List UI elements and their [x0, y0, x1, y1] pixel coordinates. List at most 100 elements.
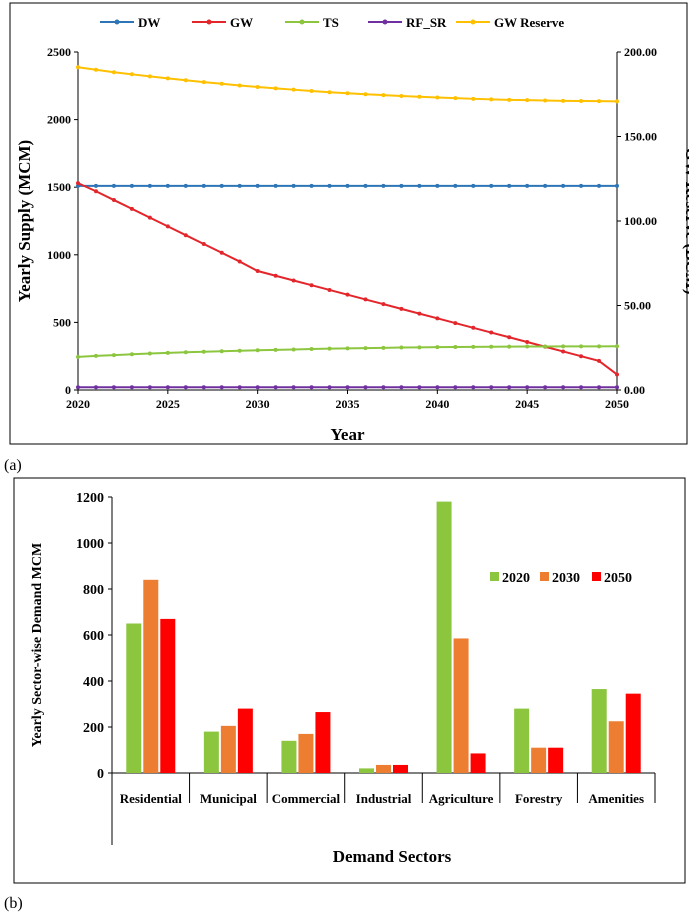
- data-point: [579, 354, 584, 359]
- data-point: [93, 183, 98, 188]
- data-point: [489, 330, 494, 335]
- bar-amenities-2030: [608, 721, 624, 773]
- data-point: [111, 198, 116, 203]
- data-point: [453, 183, 458, 188]
- data-point: [327, 183, 332, 188]
- data-point: [111, 353, 116, 358]
- bar-residential-2030: [143, 579, 159, 773]
- category-label: Agriculture: [429, 791, 494, 806]
- data-point: [597, 99, 602, 104]
- y2-tick-label: 150.00: [624, 130, 657, 144]
- bar-residential-2020: [126, 623, 142, 773]
- x-axis-title: Demand Sectors: [333, 847, 452, 866]
- category-label: Municipal: [200, 791, 257, 806]
- data-point: [201, 349, 206, 354]
- data-point: [345, 292, 350, 297]
- data-point: [345, 385, 350, 390]
- legend-marker: [470, 19, 476, 25]
- data-point: [399, 306, 404, 311]
- y-tick-label: 0: [65, 383, 71, 397]
- data-point: [183, 233, 188, 238]
- bar-commercial-2020: [281, 740, 297, 773]
- legend-marker: [382, 19, 388, 25]
- data-point: [597, 385, 602, 390]
- data-point: [399, 345, 404, 350]
- chart-a: 0 500 1000 1500 2000 2500 0.00 50.00 100.00 150.0…: [15, 15, 689, 444]
- data-point: [507, 344, 512, 349]
- x-tick-label: 2020: [66, 397, 90, 411]
- data-point: [255, 385, 260, 390]
- legend-label: GW: [230, 15, 253, 30]
- data-point: [561, 385, 566, 390]
- bar-industrial-2050: [393, 764, 408, 773]
- data-point: [201, 385, 206, 390]
- y-tick-label: 1000: [47, 248, 71, 262]
- legend-label: DW: [138, 15, 160, 30]
- data-point: [237, 183, 242, 188]
- data-point: [363, 385, 368, 390]
- y-tick-label: 0: [97, 767, 104, 782]
- data-point: [219, 250, 224, 255]
- legend-label: TS: [323, 15, 339, 30]
- data-point: [76, 65, 80, 70]
- data-point: [381, 93, 386, 98]
- data-point: [615, 372, 619, 377]
- data-point: [471, 344, 476, 349]
- y-tick-label: 600: [83, 629, 104, 644]
- data-point: [543, 385, 548, 390]
- bar-municipal-2020: [203, 731, 219, 773]
- data-point: [579, 385, 584, 390]
- data-point: [435, 183, 440, 188]
- data-point: [417, 183, 422, 188]
- category-label: Commercial: [272, 791, 341, 806]
- data-point: [597, 344, 602, 349]
- data-point: [129, 206, 134, 211]
- bar-agriculture-2030: [453, 638, 469, 773]
- legend-label: GW Reserve: [494, 15, 564, 30]
- data-point: [417, 94, 422, 99]
- legend-marker: [206, 19, 212, 25]
- x-tick-label: 2025: [156, 397, 180, 411]
- data-point: [147, 215, 152, 220]
- data-point: [273, 347, 278, 352]
- data-point: [363, 297, 368, 302]
- data-point: [309, 385, 314, 390]
- data-point: [579, 183, 584, 188]
- data-point: [399, 93, 404, 98]
- data-point: [417, 385, 422, 390]
- panel-a-frame: [9, 2, 688, 445]
- data-point: [327, 90, 332, 95]
- y2-tick-label: 0.00: [624, 383, 645, 397]
- data-point: [237, 385, 242, 390]
- data-point: [489, 344, 494, 349]
- x-tick-label: 2045: [515, 397, 539, 411]
- x-tick-label: 2040: [425, 397, 449, 411]
- category-label: Industrial: [356, 791, 412, 806]
- category-label: Residential: [120, 791, 183, 806]
- data-point: [76, 385, 80, 390]
- data-point: [507, 183, 512, 188]
- data-point: [237, 259, 242, 264]
- data-point: [615, 344, 619, 349]
- data-point: [93, 189, 98, 194]
- x-axis-title: Year: [331, 425, 365, 444]
- bar-commercial-2050: [315, 712, 331, 773]
- data-point: [237, 83, 242, 88]
- data-point: [165, 350, 170, 355]
- bar-forestry-2050: [548, 747, 564, 773]
- data-point: [309, 89, 314, 94]
- y-tick-label: 1500: [47, 180, 71, 194]
- y2-tick-label: 50.00: [624, 299, 651, 313]
- bar-industrial-2020: [359, 768, 374, 773]
- y-tick-label: 200: [83, 721, 104, 736]
- data-point: [273, 273, 278, 278]
- data-point: [615, 99, 619, 104]
- bar-amenities-2050: [625, 693, 641, 773]
- data-point: [273, 385, 278, 390]
- data-point: [183, 183, 188, 188]
- data-point: [399, 183, 404, 188]
- data-point: [399, 385, 404, 390]
- legend-swatch: [540, 572, 549, 581]
- data-point: [489, 97, 494, 102]
- data-point: [273, 86, 278, 91]
